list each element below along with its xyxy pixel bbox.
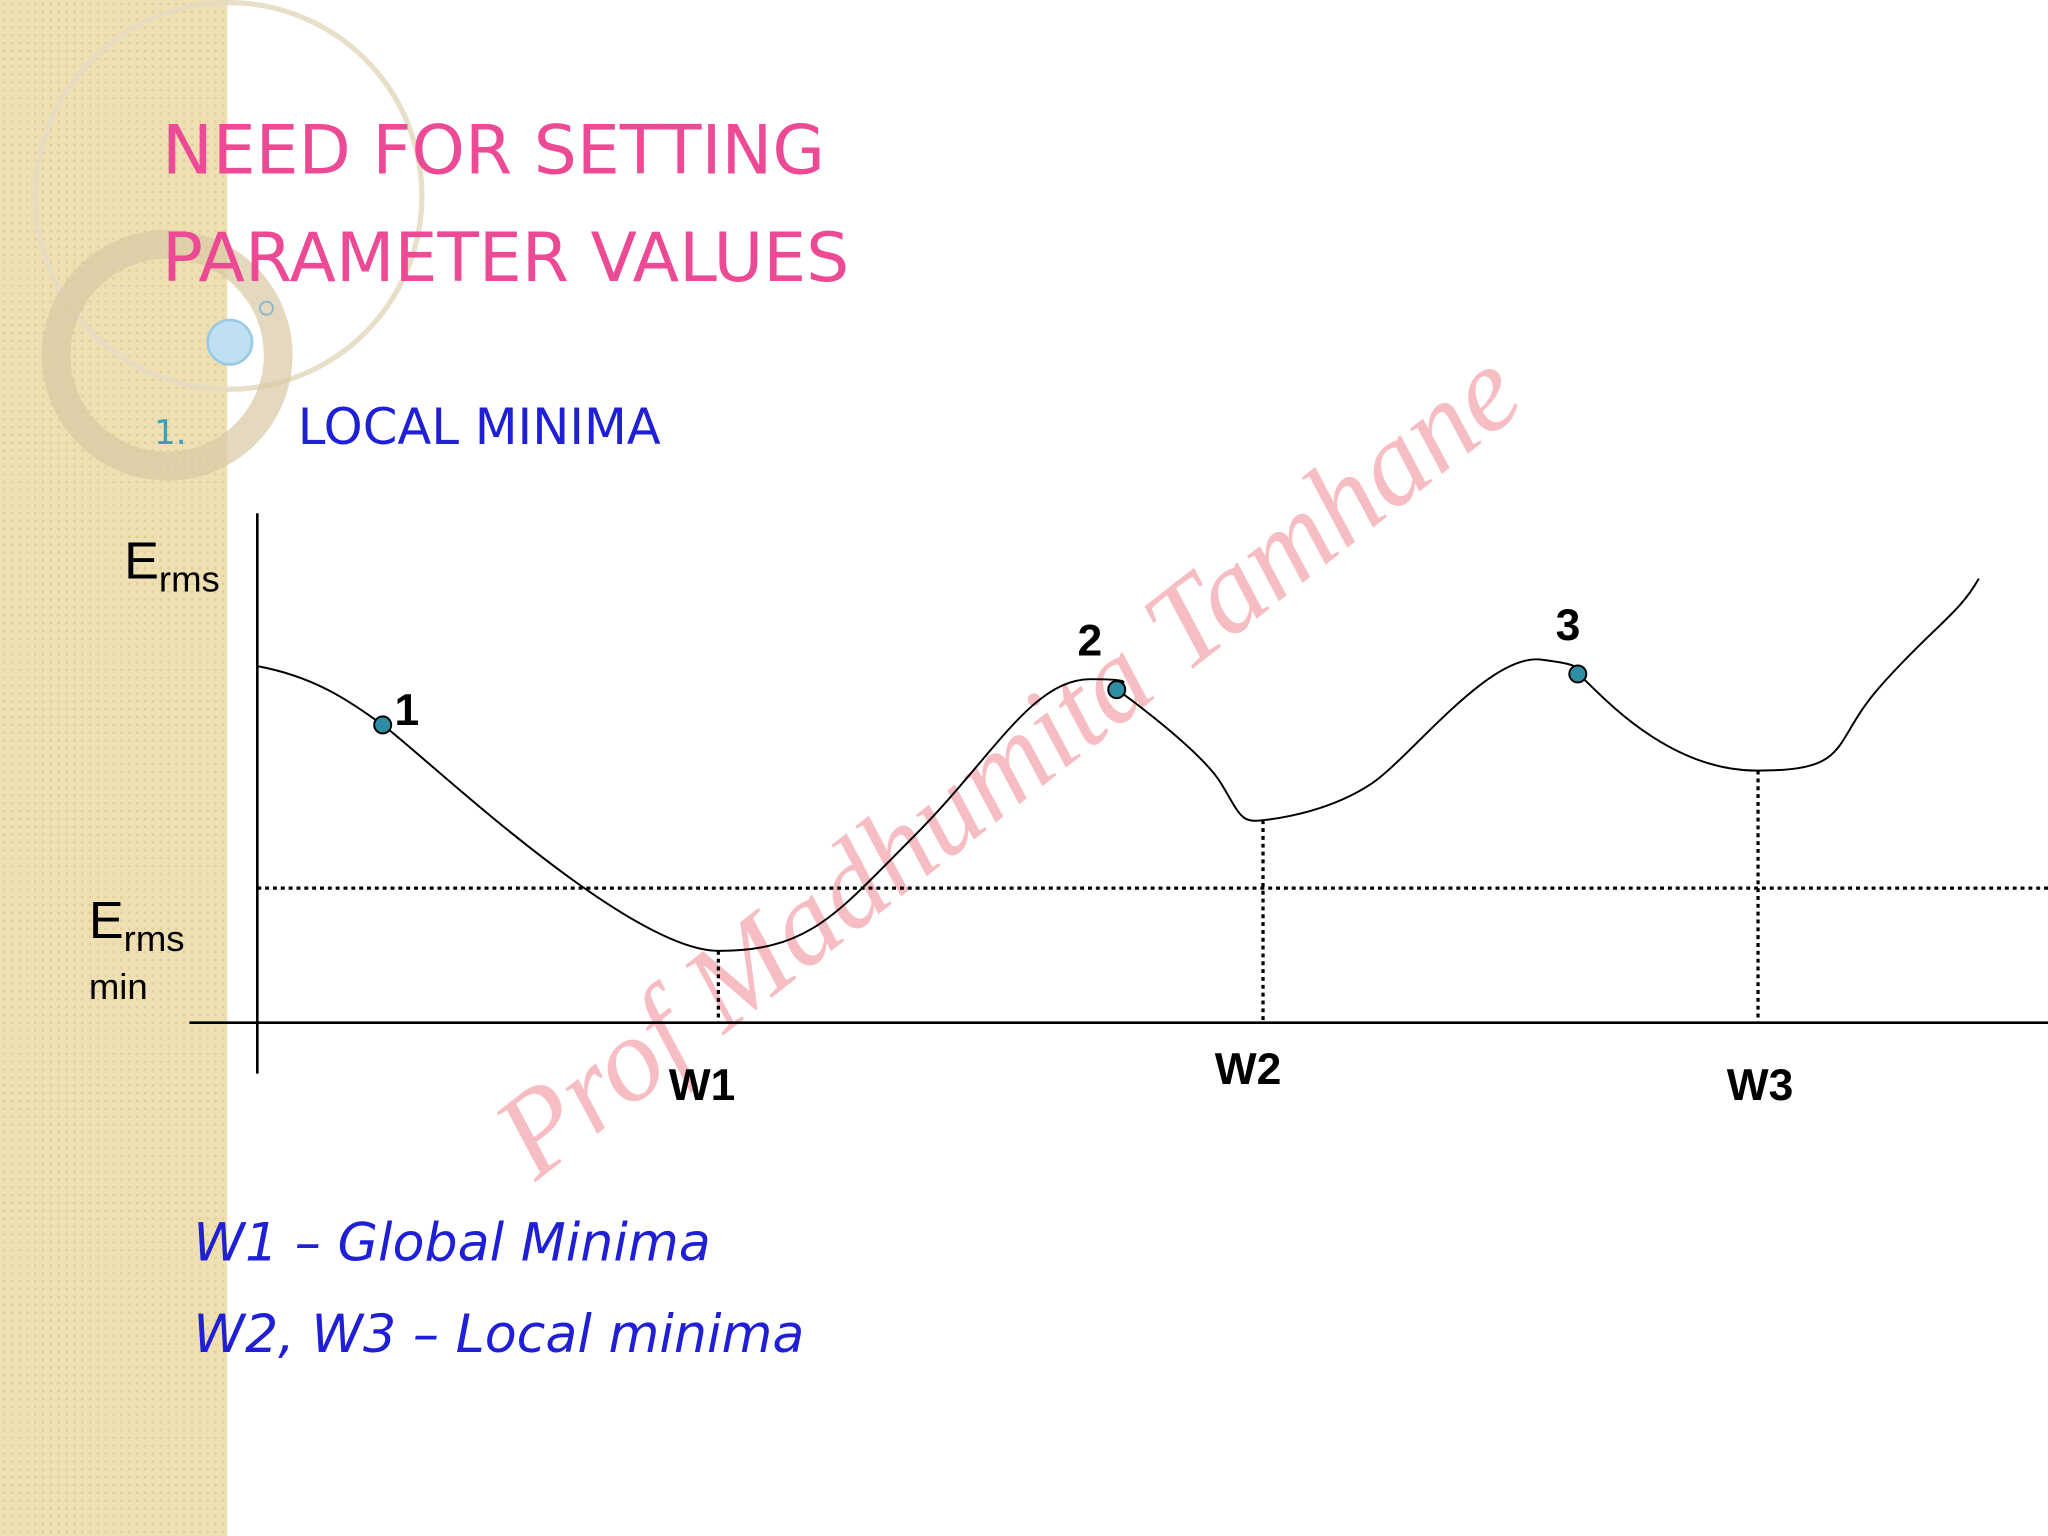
minimum-label: W3	[1727, 1061, 1794, 1110]
min-label: Erms	[89, 892, 185, 959]
y-label: Erms	[124, 533, 220, 600]
minimum-label: W1	[669, 1061, 736, 1110]
list-heading: LOCAL MINIMA	[298, 398, 661, 456]
point-label: 3	[1556, 601, 1581, 650]
min-label-below: min	[89, 966, 148, 1007]
decoration	[32, 0, 425, 481]
note: W1 – Global Minima	[193, 1213, 711, 1273]
point	[1107, 680, 1127, 700]
error-curve	[257, 578, 1980, 952]
minimum-label: W2	[1215, 1045, 1282, 1094]
title-line: PARAMETER VALUES	[162, 219, 849, 298]
y-label-main: E	[124, 533, 159, 591]
title-line: NEED FOR SETTING	[162, 112, 825, 191]
min-label-main: E	[89, 892, 124, 950]
note: W2, W3 – Local minima	[193, 1305, 804, 1365]
point	[373, 715, 393, 735]
y-label-sub: rms	[159, 559, 220, 600]
point-label: 2	[1078, 617, 1103, 666]
diagram	[189, 513, 2048, 1074]
point-label: 1	[394, 686, 419, 735]
list-number: 1.	[154, 413, 186, 453]
min-label-sub: rms	[124, 918, 185, 959]
point	[1568, 664, 1588, 684]
